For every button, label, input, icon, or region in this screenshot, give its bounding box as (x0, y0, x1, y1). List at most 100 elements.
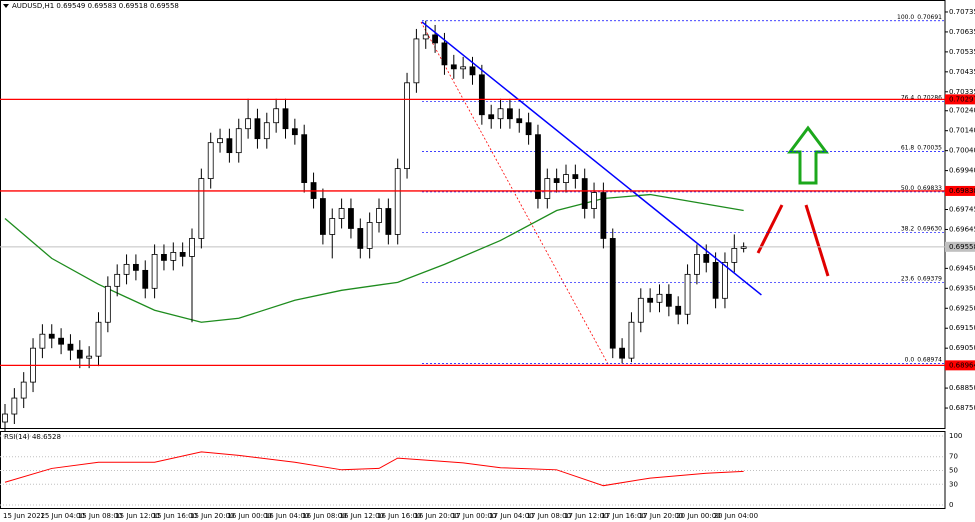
fib-price: 0.70286 (917, 94, 942, 101)
x-tick-label: 15 Jun 08:00 (78, 512, 122, 520)
candle-body (39, 333, 46, 349)
y-tick-label: 0.70735 (949, 8, 975, 16)
red-stroke (756, 204, 784, 254)
level-box (945, 94, 975, 105)
fib-ratio: 100.0 (897, 13, 914, 20)
candle-body (198, 178, 205, 239)
candle-body (48, 333, 55, 339)
candle-body (226, 138, 233, 154)
candle-body (535, 134, 541, 199)
candle-body (161, 254, 167, 261)
x-tick-label: 17 Jun 08:00 (527, 512, 571, 520)
candle-body (357, 228, 364, 249)
fib-label: 100.0 0.70691 (897, 13, 942, 20)
x-tick-label: 17 Jun 00:00 (452, 512, 496, 520)
candle-body (291, 128, 298, 136)
y-tick-label: 0.69645 (949, 225, 975, 233)
candle-body (675, 305, 682, 315)
candle-body (516, 118, 523, 124)
x-tick-label: 17 Jun 12:00 (564, 512, 608, 520)
candle-body (366, 222, 373, 249)
candle-body (619, 347, 625, 359)
candle-body (441, 42, 448, 66)
x-tick-label: 16 Jun 00:00 (227, 512, 271, 520)
candle-body (263, 122, 270, 140)
header-icon (3, 4, 9, 8)
rsi-tick-label: 70 (949, 453, 958, 461)
x-tick-label: 15 Jun 04:00 (40, 512, 84, 520)
fib-price: 0.68974 (917, 356, 942, 363)
candle-body (11, 397, 18, 415)
level-box (945, 185, 975, 196)
fib-label: 0.0 0.68974 (905, 356, 943, 363)
level-label: 0.69838 (949, 187, 975, 195)
y-tick-label: 0.70635 (949, 28, 975, 36)
candle-body (104, 285, 111, 323)
bid-label: 0.69558 (949, 243, 975, 251)
candle-body (329, 218, 336, 235)
rsi-tick-label: 50 (949, 467, 958, 475)
candle-body (273, 108, 280, 124)
fib-price: 0.69379 (917, 275, 942, 282)
rsi-title: RSI(14) 48.6528 (4, 433, 61, 441)
candle-body (348, 208, 354, 229)
candle-body (656, 293, 663, 303)
candle-body (553, 178, 560, 183)
fib-price: 0.69630 (917, 225, 942, 232)
fib-ratio: 38.2 (901, 225, 915, 232)
candle-body (95, 321, 102, 357)
x-tick-label: 17 Jun 04:00 (489, 512, 533, 520)
y-tick-label: 0.69745 (949, 206, 975, 214)
x-tick-label: 15 Jun 20:00 (190, 512, 234, 520)
x-tick-label: 15 Jun 12:00 (115, 512, 159, 520)
y-tick-label: 0.70535 (949, 48, 975, 56)
rsi-tick-label: 0 (949, 501, 953, 509)
x-tick-label: 17 Jun 20:00 (639, 512, 683, 520)
candle-body (469, 66, 476, 76)
candle-body (179, 252, 186, 257)
fib-ratio: 61.8 (901, 144, 915, 151)
candle-body (694, 254, 700, 275)
candle-body (544, 178, 551, 199)
x-tick-label: 15 Jun 16:00 (153, 512, 197, 520)
fib-ratio: 50.0 (901, 184, 915, 191)
x-tick-label: 15 Jun 2022 (3, 512, 45, 520)
fib-label: 38.2 0.69630 (901, 225, 942, 232)
trendline (421, 21, 762, 296)
level-label: 0.68964 (949, 361, 975, 369)
candle-body (563, 174, 569, 183)
candle-body (338, 208, 345, 219)
candle-body (460, 66, 467, 70)
candle-body (413, 38, 420, 84)
candle-body (385, 208, 392, 235)
y-tick-label: 0.70335 (949, 88, 975, 96)
fib-label: 23.6 0.69379 (901, 275, 942, 282)
candle-body (123, 263, 130, 275)
candle-body (722, 261, 728, 299)
fib-price: 0.70691 (917, 13, 942, 20)
candle-body (151, 254, 158, 289)
candle-body (301, 134, 308, 183)
rsi-tick-label: 30 (949, 480, 958, 488)
candle-body (600, 192, 607, 239)
candle-body (703, 254, 710, 263)
candle-body (422, 34, 429, 40)
up-arrow (787, 125, 829, 185)
candle-body (245, 118, 252, 130)
fib-price: 0.69833 (917, 184, 942, 191)
candle-body (170, 252, 177, 261)
fib-label: 50.0 0.69833 (901, 184, 942, 191)
candle-body (132, 263, 139, 271)
candle-body (488, 114, 495, 120)
candle-body (142, 269, 149, 289)
main-panel (0, 0, 946, 429)
x-tick-label: 16 Jun 04:00 (265, 512, 309, 520)
moving-average (4, 193, 744, 323)
candle-body (20, 381, 27, 399)
